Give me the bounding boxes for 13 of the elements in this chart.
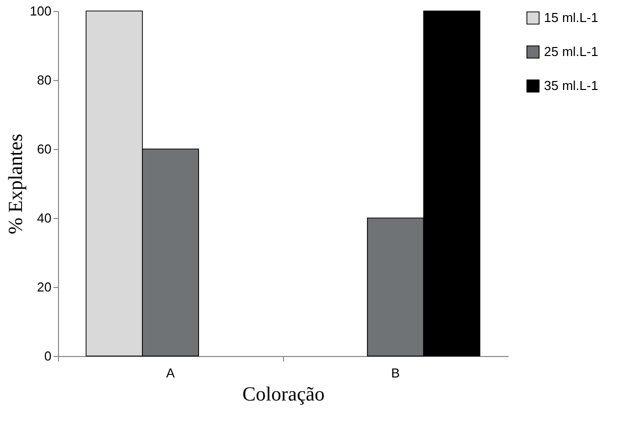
y-tick-label: 0 — [44, 348, 52, 364]
legend-label: 25 ml.L-1 — [544, 44, 598, 59]
y-tick-label: 20 — [37, 280, 52, 294]
x-tick-label: B — [391, 366, 400, 380]
y-tick-label: 40 — [37, 210, 52, 226]
legend-label: 35 ml.L-1 — [544, 78, 598, 93]
x-axis-title: Coloração — [242, 384, 325, 406]
legend-label: 15 ml.L-1 — [544, 10, 598, 25]
y-tick-label: 80 — [37, 72, 52, 88]
y-tick-label: 60 — [37, 142, 52, 156]
y-axis-title: % Explantes — [4, 134, 27, 234]
x-tick-label: A — [166, 366, 176, 380]
y-tick-label: 100 — [30, 4, 52, 18]
